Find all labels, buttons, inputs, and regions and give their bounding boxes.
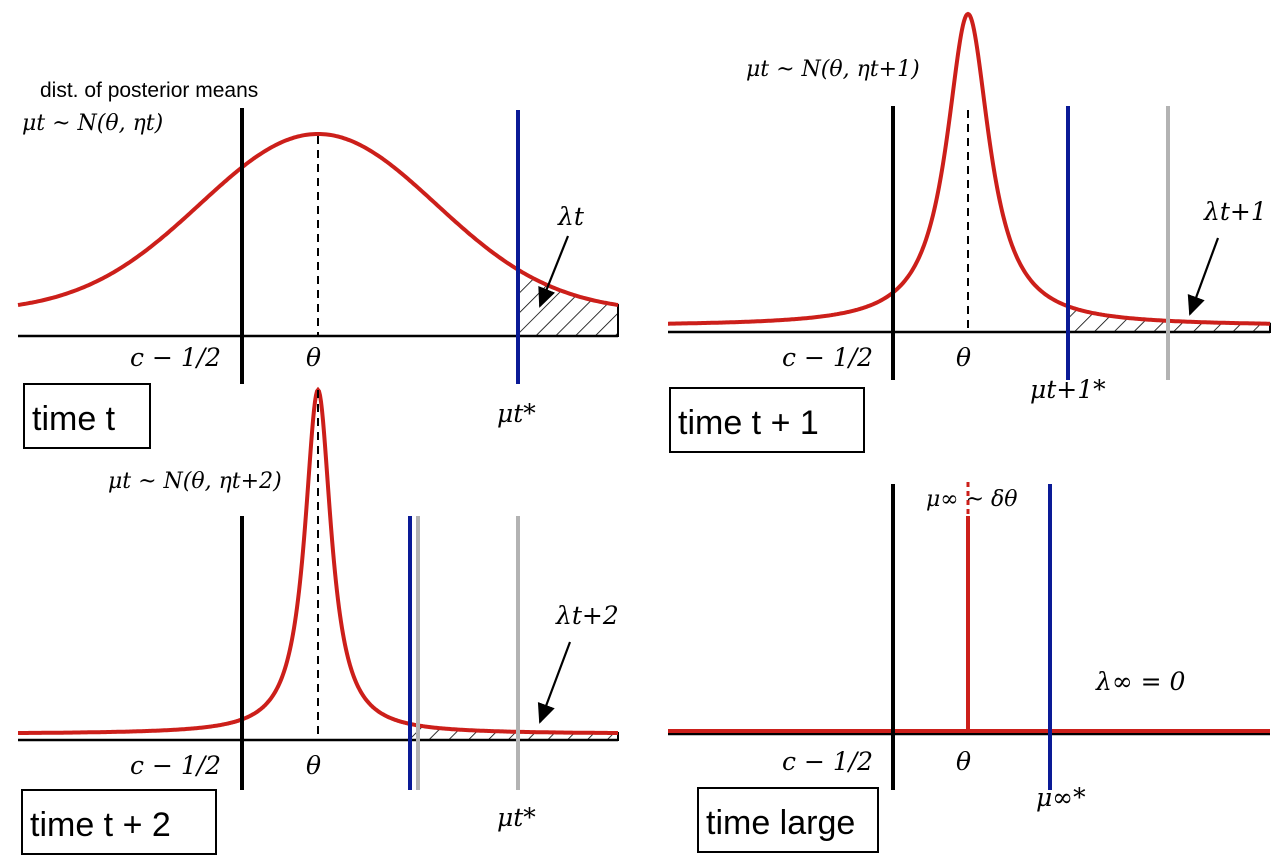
caption-top: dist. of posterior means <box>40 79 258 102</box>
panel-time-t1: μt ~ N(θ, ηt+1) λt+1 c − 1/2 θ μt+1* tim… <box>668 11 1271 453</box>
dist-label: μt ~ N(θ, ηt) <box>22 111 163 136</box>
theta-label: θ <box>306 343 321 372</box>
time-box-label: time large <box>706 804 855 842</box>
mu-star-label: μt+1* <box>1030 375 1106 404</box>
mu-star-label: μt* <box>497 399 536 428</box>
time-box: time t + 2 <box>21 789 217 855</box>
lambda-arrow <box>538 235 570 308</box>
panel-time-t2: μt ~ N(θ, ηt+2) λt+2 c − 1/2 θ μt* time … <box>18 386 619 855</box>
time-box-label: time t + 1 <box>678 404 819 442</box>
lambda-arrow <box>1187 237 1220 316</box>
c-label: c − 1/2 <box>130 343 221 372</box>
theta-label: θ <box>306 751 321 780</box>
time-box: time large <box>697 787 879 853</box>
time-box: time t <box>23 383 151 449</box>
time-box-label: time t + 2 <box>30 806 171 844</box>
lambda-arrow <box>537 641 572 724</box>
lambda-label: λt+2 <box>555 601 619 630</box>
mu-star-label: μt* <box>497 803 536 832</box>
panel-time-large: μ∞ ~ δθ λ∞ = 0 c − 1/2 θ μ∞* time large <box>668 482 1270 853</box>
lambda-label: λt+1 <box>1203 197 1267 226</box>
theta-label: θ <box>956 343 971 372</box>
mu-star-label: μ∞* <box>1036 783 1086 812</box>
lambda-label: λt <box>557 202 585 231</box>
lambda-label: λ∞ = 0 <box>1095 667 1186 696</box>
time-box: time t + 1 <box>669 387 865 453</box>
theta-label: θ <box>956 747 971 776</box>
panel-time-t: dist. of posterior means μt ~ N(θ, ηt) λ… <box>17 79 619 449</box>
dist-label: μt ~ N(θ, ηt+2) <box>108 469 282 494</box>
c-label: c − 1/2 <box>130 751 221 780</box>
c-label: c − 1/2 <box>782 747 873 776</box>
c-label: c − 1/2 <box>782 343 873 372</box>
time-box-label: time t <box>32 400 116 438</box>
dist-label: μ∞ ~ δθ <box>926 487 1018 512</box>
dist-label: μt ~ N(θ, ηt+1) <box>746 57 920 82</box>
